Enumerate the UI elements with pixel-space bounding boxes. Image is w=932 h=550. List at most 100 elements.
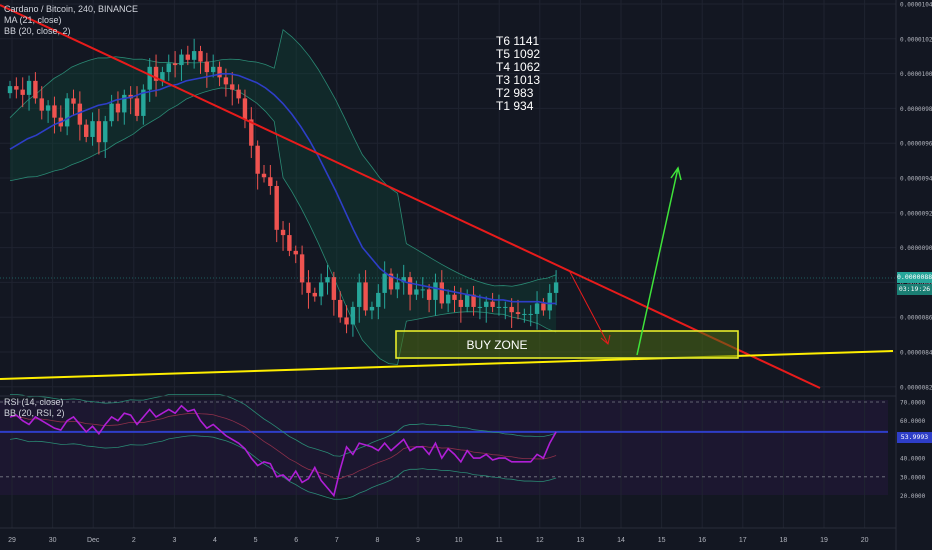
candle-body: [14, 86, 19, 90]
candle-body: [160, 72, 165, 81]
candle-body: [547, 292, 552, 311]
symbol-title[interactable]: Cardano / Bitcoin, 240, BINANCE: [4, 4, 139, 14]
candle-body: [39, 98, 44, 111]
target-item: T2 983: [496, 86, 534, 100]
countdown-tag: 03:19:26: [897, 284, 932, 295]
target-item: T5 1092: [496, 47, 541, 61]
time-tick-label: 3: [172, 537, 176, 544]
candle-body: [33, 80, 38, 99]
bb-indicator-label[interactable]: BB (20, close, 2): [4, 26, 71, 36]
candle-body: [109, 103, 114, 122]
candle-body: [433, 282, 438, 300]
time-tick-label: 6: [294, 537, 298, 544]
target-item: T3 1013: [496, 73, 541, 87]
candle-body: [26, 80, 32, 95]
time-axis[interactable]: 29 30 Dec 2 3 4 5 6 7 8 9 10 11 12 13 14 15 16 17 18 19 20: [8, 537, 868, 544]
arrow-down-line: [569, 271, 609, 345]
rsi-tick-label: 30.0000: [900, 474, 926, 481]
candle-body: [7, 86, 13, 94]
candle-body: [350, 306, 356, 325]
time-tick-label: 18: [780, 537, 788, 544]
time-tick-label: 15: [658, 537, 666, 544]
ma-line: [9, 73, 557, 305]
candle-body: [318, 282, 324, 297]
current-price-tag: 0.00000883: [897, 272, 932, 283]
candle-body: [363, 282, 368, 311]
candle-body: [147, 66, 152, 90]
rsi-line: [9, 404, 557, 498]
candle-body: [490, 301, 495, 307]
candle-body: [20, 89, 25, 95]
candle-body: [103, 121, 108, 143]
rsi-bb-indicator-label[interactable]: BB (20, RSI, 2): [4, 408, 65, 418]
candle-body: [331, 277, 337, 300]
candle-body: [90, 121, 95, 137]
candle-body: [280, 229, 286, 236]
arrow-down-head: [600, 334, 611, 345]
candle-body: [211, 66, 216, 73]
candle-body: [77, 103, 83, 125]
candle-body: [236, 89, 241, 99]
candle-body: [268, 177, 273, 187]
candle-body: [255, 145, 260, 174]
rsi-tick-label: 70.0000: [900, 400, 926, 407]
time-tick-label: 8: [375, 537, 379, 544]
rsi-panel-band: [0, 400, 888, 495]
candle-body: [179, 54, 184, 66]
candle-body: [452, 294, 457, 300]
candle-body: [64, 98, 70, 127]
candle-body: [484, 301, 489, 307]
candle-body: [357, 282, 362, 307]
time-tick-label: 17: [739, 537, 747, 544]
rsi-tick-label: 60.0000: [900, 418, 926, 425]
candle-body: [414, 289, 419, 295]
rsi-value-tag: 53.9993: [897, 432, 932, 443]
candle-body: [198, 51, 203, 62]
candle-body: [134, 98, 140, 116]
candle-body: [388, 273, 394, 290]
time-tick-label: 7: [335, 537, 339, 544]
candle-body: [338, 299, 343, 318]
candle-body: [261, 173, 267, 178]
time-tick-label: Dec: [87, 537, 100, 544]
support-trendline: [0, 350, 894, 380]
candle-body: [401, 277, 406, 283]
candle-body: [458, 299, 464, 307]
rsi-indicator-label[interactable]: RSI (14, close): [4, 397, 64, 407]
time-tick-label: 4: [213, 537, 217, 544]
chart-legend: Cardano / Bitcoin, 240, BINANCE MA (21, …: [4, 4, 138, 37]
candle-body: [166, 63, 171, 73]
candle-body: [344, 317, 349, 325]
rsi-bb-upper: [10, 394, 557, 457]
time-tick-label: 2: [132, 537, 136, 544]
target-item: T4 1062: [496, 60, 541, 74]
rsi-bb-basis: [9, 412, 557, 480]
time-tick-label: 13: [577, 537, 585, 544]
bb-upper-line: [9, 29, 557, 287]
candle-body: [426, 289, 432, 300]
candle-body: [141, 89, 146, 116]
candle-body: [395, 282, 400, 290]
candle-body: [369, 306, 375, 311]
ma-indicator-label[interactable]: MA (21, close): [4, 15, 62, 25]
candle-body: [217, 66, 222, 78]
time-tick-label: 12: [536, 537, 544, 544]
candle-body: [223, 77, 229, 85]
candle-body: [541, 303, 546, 311]
buy-zone-label: BUY ZONE: [466, 338, 527, 352]
candle-body: [445, 294, 451, 304]
rsi-legend: RSI (14, close) BB (20, RSI, 2): [4, 397, 65, 419]
candle-body: [477, 306, 483, 308]
candle-body: [96, 121, 102, 143]
time-tick-label: 14: [617, 537, 625, 544]
